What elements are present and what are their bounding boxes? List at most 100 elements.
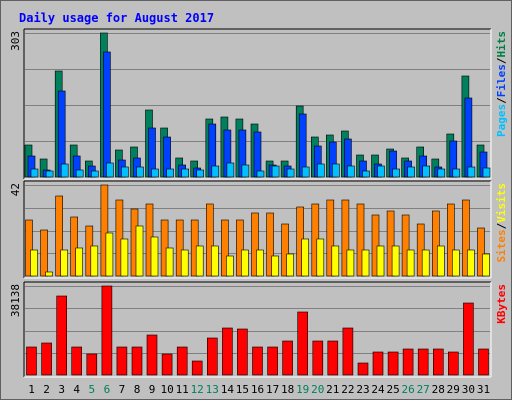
legend-visits: Sites/Visits bbox=[495, 183, 508, 263]
bar-visits-visits-day-22 bbox=[341, 199, 350, 277]
legend-hits: Pages/Files/Hits bbox=[495, 31, 508, 137]
x-tick-label-day-7: 7 bbox=[119, 383, 126, 396]
bar-visits-sites-day-6 bbox=[105, 232, 114, 277]
x-tick-label-day-23: 23 bbox=[356, 383, 369, 396]
bar-hits-files-day-16 bbox=[253, 131, 262, 178]
bar-visits-visits-day-1 bbox=[25, 219, 33, 277]
x-tick-label-day-10: 10 bbox=[160, 383, 173, 396]
bar-kbytes-kbytes-day-14 bbox=[222, 327, 233, 376]
x-tick-label-day-25: 25 bbox=[386, 383, 399, 396]
bar-visits-sites-day-15 bbox=[241, 249, 249, 277]
x-tick-label-day-27: 27 bbox=[417, 383, 430, 396]
x-tick-label-day-21: 21 bbox=[326, 383, 339, 396]
bar-visits-visits-day-14 bbox=[221, 219, 229, 277]
bar-hits-pages-day-27 bbox=[422, 165, 431, 178]
bar-visits-visits-day-2 bbox=[40, 229, 48, 277]
bar-hits-pages-day-28 bbox=[437, 168, 446, 178]
x-tick-label-day-9: 9 bbox=[149, 383, 156, 396]
bar-visits-sites-day-13 bbox=[211, 245, 219, 277]
bar-visits-sites-day-1 bbox=[30, 249, 38, 277]
bar-kbytes-kbytes-day-25 bbox=[387, 351, 399, 376]
bar-kbytes-kbytes-day-8 bbox=[131, 346, 143, 376]
bar-visits-sites-day-5 bbox=[90, 245, 99, 277]
bar-kbytes-kbytes-day-28 bbox=[432, 348, 444, 376]
bar-hits-pages-day-2 bbox=[45, 170, 54, 178]
bar-kbytes-kbytes-day-12 bbox=[191, 360, 203, 376]
legend-item-kbytes: KBytes bbox=[495, 284, 508, 324]
bar-hits-files-day-30 bbox=[464, 97, 473, 178]
bar-visits-sites-day-22 bbox=[346, 249, 355, 277]
bar-visits-visits-day-6 bbox=[100, 184, 109, 277]
bar-hits-files-day-6 bbox=[103, 51, 111, 178]
x-tick-label-day-13: 13 bbox=[206, 383, 219, 396]
bar-hits-pages-day-25 bbox=[392, 168, 400, 178]
chart-title: Daily usage for August 2017 bbox=[19, 11, 214, 25]
x-tick-label-day-5: 5 bbox=[88, 383, 95, 396]
bar-kbytes-kbytes-day-31 bbox=[478, 348, 489, 376]
legend-kbytes: KBytes bbox=[495, 284, 508, 324]
x-tick-label-day-3: 3 bbox=[58, 383, 65, 396]
bar-visits-visits-day-15 bbox=[236, 219, 244, 277]
bar-visits-visits-day-17 bbox=[266, 212, 274, 277]
bar-kbytes-kbytes-day-15 bbox=[237, 328, 248, 376]
x-tick-label-day-20: 20 bbox=[311, 383, 324, 396]
x-tick-label-day-29: 29 bbox=[447, 383, 460, 396]
bar-visits-sites-day-12 bbox=[195, 245, 204, 277]
legend-separator: / bbox=[495, 222, 508, 229]
x-tick-label-day-11: 11 bbox=[176, 383, 189, 396]
bar-hits-pages-day-31 bbox=[482, 167, 491, 178]
bar-hits-pages-day-22 bbox=[347, 165, 355, 178]
bar-visits-sites-day-25 bbox=[391, 245, 400, 277]
bar-hits-pages-day-29 bbox=[452, 168, 461, 178]
bar-visits-visits-day-24 bbox=[371, 214, 380, 277]
bar-kbytes-kbytes-day-11 bbox=[176, 346, 188, 376]
bar-visits-visits-day-11 bbox=[175, 219, 184, 277]
x-tick-label-day-8: 8 bbox=[134, 383, 141, 396]
x-tick-label-day-31: 31 bbox=[477, 383, 490, 396]
ymax-label-visits: 42 bbox=[9, 183, 22, 196]
x-tick-label-day-1: 1 bbox=[28, 383, 35, 396]
bar-hits-pages-day-1 bbox=[30, 168, 39, 178]
bar-hits-pages-day-12 bbox=[196, 169, 204, 178]
bar-visits-sites-day-11 bbox=[180, 249, 189, 277]
bar-visits-sites-day-7 bbox=[120, 238, 129, 277]
bar-visits-visits-day-28 bbox=[431, 210, 440, 277]
legend-item-visits: Visits bbox=[495, 183, 508, 223]
bar-kbytes-kbytes-day-17 bbox=[267, 346, 278, 376]
bar-visits-visits-day-4 bbox=[70, 216, 78, 277]
x-tick-label-day-17: 17 bbox=[266, 383, 279, 396]
bar-visits-sites-day-18 bbox=[286, 253, 294, 277]
x-tick-label-day-30: 30 bbox=[462, 383, 475, 396]
x-tick-label-day-28: 28 bbox=[432, 383, 445, 396]
bar-visits-sites-day-19 bbox=[301, 238, 310, 277]
bar-visits-sites-day-20 bbox=[316, 238, 325, 277]
bar-visits-sites-day-21 bbox=[331, 245, 340, 277]
legend-item-hits: Hits bbox=[495, 31, 508, 58]
bar-visits-visits-day-16 bbox=[251, 212, 259, 277]
bar-hits-pages-day-9 bbox=[151, 168, 159, 178]
bar-kbytes-kbytes-day-9 bbox=[146, 334, 158, 376]
bar-visits-visits-day-25 bbox=[386, 210, 395, 277]
bar-kbytes-kbytes-day-2 bbox=[41, 342, 52, 376]
x-tick-label-day-2: 2 bbox=[43, 383, 50, 396]
bar-hits-pages-day-3 bbox=[60, 163, 69, 178]
bar-visits-sites-day-31 bbox=[482, 253, 490, 277]
bar-visits-sites-day-16 bbox=[256, 249, 264, 277]
x-tick-label-day-15: 15 bbox=[236, 383, 249, 396]
bar-hits-pages-day-20 bbox=[316, 163, 325, 178]
bar-kbytes-kbytes-day-6 bbox=[101, 285, 113, 376]
x-tick-label-day-18: 18 bbox=[281, 383, 294, 396]
bar-visits-sites-day-28 bbox=[436, 245, 445, 277]
bar-visits-visits-day-7 bbox=[115, 199, 124, 277]
bar-kbytes-kbytes-day-10 bbox=[161, 353, 173, 376]
bar-visits-visits-day-31 bbox=[477, 227, 485, 277]
bar-kbytes-kbytes-day-4 bbox=[71, 346, 82, 376]
x-tick-label-day-26: 26 bbox=[401, 383, 414, 396]
bar-visits-sites-day-8 bbox=[135, 225, 144, 277]
bar-visits-sites-day-9 bbox=[150, 236, 159, 277]
legend-item-sites: Sites bbox=[495, 229, 508, 262]
bar-hits-pages-day-18 bbox=[286, 168, 295, 178]
bar-visits-sites-day-23 bbox=[361, 249, 370, 277]
bar-hits-pages-day-16 bbox=[256, 170, 265, 178]
